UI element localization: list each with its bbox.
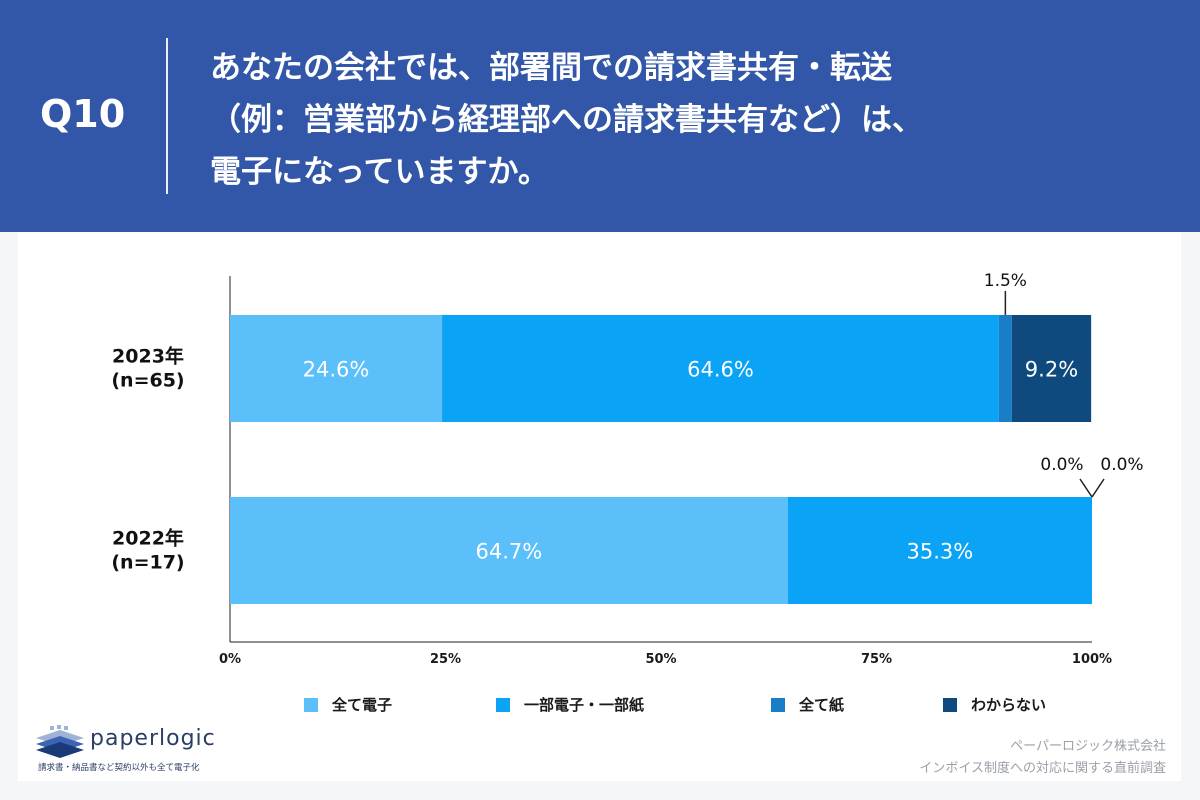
category-label: 2022年(n=17) — [111, 527, 184, 574]
data-label: 35.3% — [906, 540, 973, 564]
bar-segment — [442, 315, 999, 422]
bar-segment — [998, 315, 1012, 422]
legend-item: 全て紙 — [771, 694, 844, 715]
leader-line — [1079, 478, 1093, 498]
legend-item: 全て電子 — [304, 694, 392, 715]
x-tick-label: 75% — [861, 652, 892, 667]
logo-tagline: 請求書・納品書など契約以外も全て電子化 — [38, 763, 200, 773]
x-tick-label: 100% — [1072, 652, 1112, 667]
legend-label: 一部電子・一部紙 — [524, 696, 645, 714]
header-divider — [166, 38, 168, 194]
source-company: ペーパーロジック株式会社 — [1010, 739, 1166, 754]
x-tick-label: 50% — [645, 652, 676, 667]
legend-label: 全て電子 — [332, 696, 393, 714]
source-credit: ペーパーロジック株式会社 インボイス制度への対応に関する直前調査 — [919, 736, 1166, 780]
leader-line — [1091, 478, 1105, 498]
data-label: 1.5% — [984, 271, 1027, 291]
legend-item: 一部電子・一部紙 — [496, 694, 644, 715]
legend-label: 全て紙 — [799, 696, 845, 714]
question-number: Q10 — [40, 92, 126, 136]
bar-segment — [1011, 315, 1092, 422]
bar-segment — [230, 497, 788, 604]
legend-swatch — [771, 697, 785, 712]
legend-item: わからない — [943, 694, 1046, 715]
data-label: 9.2% — [1025, 358, 1078, 382]
legend-swatch — [304, 697, 318, 712]
data-label: 0.0% — [1040, 455, 1083, 475]
legend-swatch — [943, 697, 957, 712]
bar-segment — [230, 315, 443, 422]
data-label: 64.6% — [687, 358, 754, 382]
question-line-3: 電子になっていますか。 — [210, 154, 549, 190]
paperlogic-logo-icon — [36, 725, 84, 758]
legend: 全て電子 一部電子・一部紙 全て紙 わからない — [0, 694, 1200, 718]
source-survey: インボイス制度への対応に関する直前調査 — [919, 761, 1166, 776]
legend-swatch — [496, 697, 510, 712]
data-label: 24.6% — [303, 358, 370, 382]
logo-name: paperlogic — [90, 726, 216, 751]
x-tick-label: 25% — [430, 652, 461, 667]
legend-label: わからない — [971, 696, 1047, 714]
bar-segment — [787, 497, 1092, 604]
stacked-bar-chart: 0% 25% 50% 75% 100% 2023年(n=65) 2022年(n=17) 24.… — [111, 271, 1143, 667]
question-text: あなたの会社では、部署間での請求書共有・転送 （例：営業部から経理部への請求書共… — [210, 42, 1180, 198]
data-label: 64.7% — [475, 540, 542, 564]
question-line-2: （例：営業部から経理部への請求書共有など）は、 — [210, 102, 923, 138]
category-label: 2023年(n=65) — [111, 345, 184, 392]
logo: paperlogic 請求書・納品書など契約以外も全て電子化 — [32, 724, 222, 780]
data-label: 0.0% — [1100, 455, 1143, 475]
question-line-1: あなたの会社では、部署間での請求書共有・転送 — [210, 50, 892, 86]
x-tick-label: 0% — [219, 652, 241, 667]
